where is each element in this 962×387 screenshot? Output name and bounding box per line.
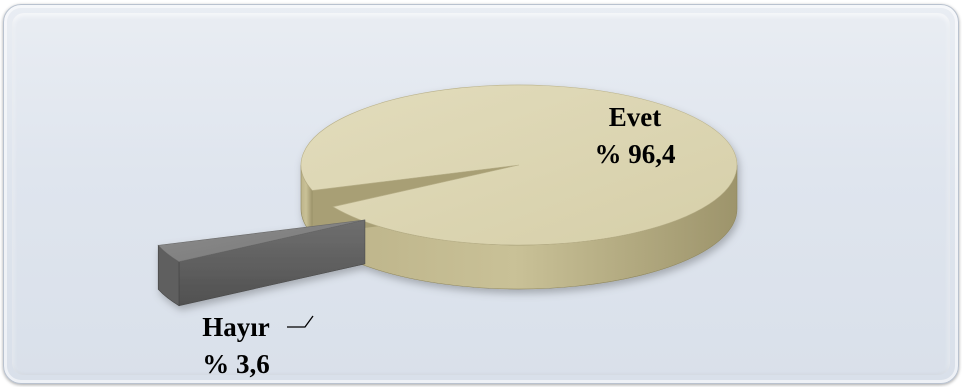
slice-evet bbox=[300, 84, 738, 290]
label-evet: Evet% 96,4 bbox=[595, 102, 676, 169]
slice-hayir bbox=[157, 219, 366, 307]
leader-line-hayir bbox=[287, 315, 314, 328]
label-hayir: Hayır% 3,6 bbox=[202, 312, 270, 379]
